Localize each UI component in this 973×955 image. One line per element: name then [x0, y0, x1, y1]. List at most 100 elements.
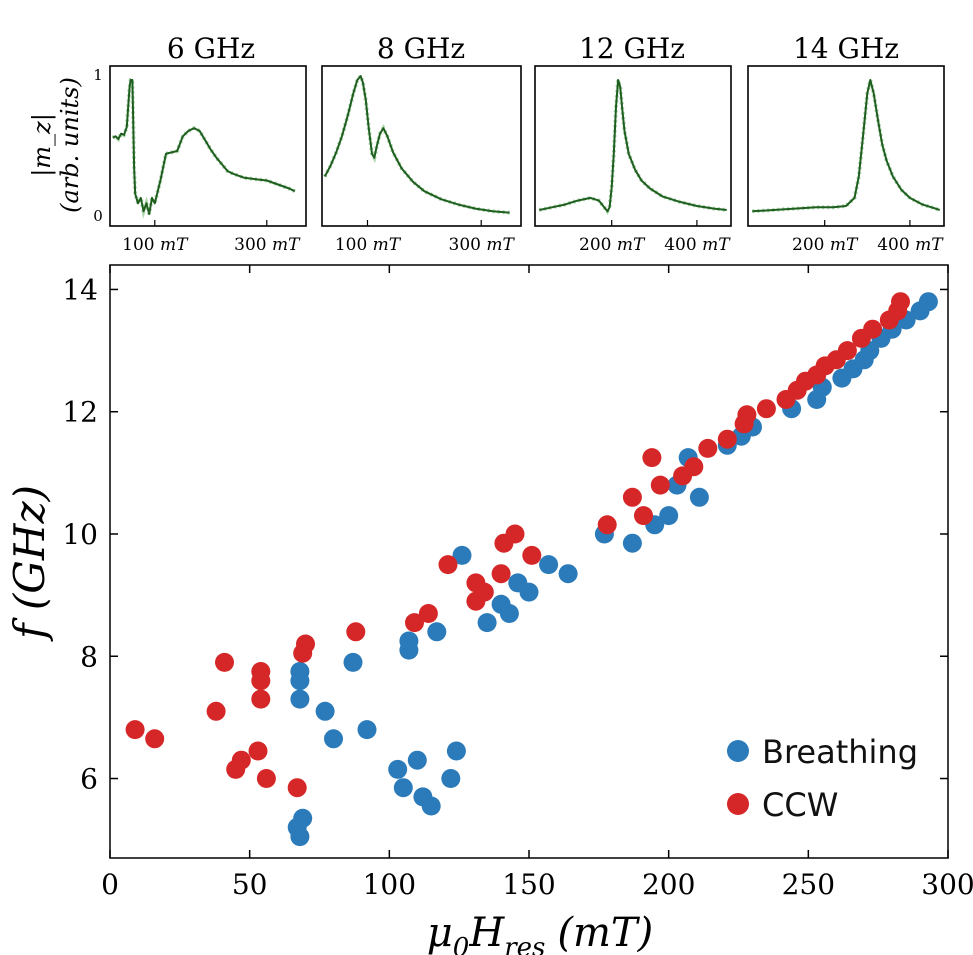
point-ccw	[125, 720, 145, 740]
legend-label-breathing: Breathing	[762, 733, 918, 771]
point-breathing	[421, 796, 441, 816]
inset-12ghz-title: 12 GHz	[579, 32, 685, 65]
inset-ylabel-units: (arb. units)	[56, 77, 84, 213]
main-xlabel: μ0Hres (mT)	[427, 910, 653, 955]
inset-frame	[747, 65, 945, 227]
point-ccw	[642, 448, 662, 468]
point-ccw	[756, 399, 776, 419]
inset-frame	[321, 65, 522, 227]
point-ccw	[248, 741, 268, 761]
point-breathing	[441, 769, 461, 788]
y-tick-label: 6	[80, 763, 98, 796]
x-tick-label: 200	[642, 868, 695, 901]
x-tick-label: 250	[782, 868, 835, 901]
point-breathing	[290, 689, 310, 709]
inset-panel-6ghz: 100 mT 300 mT	[109, 65, 307, 255]
point-ccw	[597, 515, 617, 535]
inset-14ghz-title: 14 GHz	[793, 32, 899, 65]
point-ccw	[251, 689, 271, 709]
x-tick-label: 100	[363, 868, 416, 901]
point-ccw	[405, 613, 424, 633]
inset-ytick-0: 0	[93, 207, 103, 225]
point-breathing	[499, 604, 519, 623]
point-breathing	[293, 808, 313, 828]
main-axis-ticks: 0 50 100 150 200 250 300 6 8 10 12 14	[62, 265, 973, 901]
point-breathing	[558, 564, 578, 584]
point-ccw	[650, 475, 670, 495]
inset-x-tick-label: 100 mT	[335, 235, 402, 255]
point-ccw	[837, 341, 857, 361]
point-breathing	[393, 778, 413, 798]
point-ccw	[863, 319, 883, 339]
inset-x-tick-label: 400 mT	[877, 235, 944, 255]
point-ccw	[346, 622, 366, 642]
y-tick-label: 10	[62, 518, 98, 551]
x-tick-label: 50	[232, 868, 268, 901]
point-ccw	[145, 729, 165, 749]
inset-panel-8ghz: 100 mT 300 mT	[321, 65, 522, 255]
point-breathing	[388, 759, 408, 779]
main-ylabel: f (GHz)	[5, 485, 54, 642]
point-ccw	[251, 662, 271, 681]
point-breathing	[446, 741, 466, 761]
point-breathing	[539, 555, 559, 575]
point-ccw	[698, 438, 718, 458]
point-breathing	[659, 506, 679, 526]
inset-x-tick-label: 200 mT	[792, 235, 859, 255]
point-ccw	[418, 604, 438, 623]
inset-fit-line	[752, 79, 941, 213]
inset-x-tick-label: 400 mT	[664, 235, 731, 255]
inset-x-tick-label: 200 mT	[579, 235, 646, 255]
point-ccw	[474, 582, 494, 602]
point-breathing	[918, 292, 938, 312]
inset-fit-line	[323, 75, 510, 214]
y-tick-label: 14	[62, 273, 98, 306]
point-breathing	[519, 582, 539, 602]
point-ccw	[505, 524, 525, 544]
point-breathing	[452, 545, 472, 565]
inset-x-tick-label: 300 mT	[449, 235, 516, 255]
legend: Breathing CCW	[727, 733, 918, 824]
point-ccw	[231, 750, 251, 770]
inset-ytick-1: 1	[93, 66, 103, 84]
legend-marker-ccw	[727, 793, 749, 815]
point-breathing	[407, 750, 427, 770]
inset-ylabel-mz: |m_z|	[28, 113, 57, 177]
point-ccw	[622, 487, 642, 507]
point-breathing	[290, 827, 310, 847]
point-breathing	[689, 487, 709, 507]
point-ccw	[891, 292, 910, 312]
x-tick-label: 150	[502, 868, 555, 901]
point-breathing	[357, 720, 377, 740]
point-breathing	[315, 701, 335, 721]
point-ccw	[634, 506, 653, 526]
inset-x-tick-label: 100 mT	[122, 235, 189, 255]
inset-panel-12ghz: 200 mT 400 mT	[534, 65, 732, 255]
inset-6ghz-title: 6 GHz	[167, 32, 255, 65]
point-ccw	[296, 634, 315, 654]
inset-x-tick-label: 300 mT	[234, 235, 301, 255]
y-tick-label: 12	[62, 396, 98, 429]
x-tick-label: 300	[921, 868, 973, 901]
point-breathing	[399, 631, 419, 651]
point-breathing	[343, 652, 363, 672]
inset-fit-line	[539, 79, 727, 213]
point-ccw	[287, 778, 307, 798]
point-breathing	[290, 662, 310, 681]
main-scatter-points	[125, 292, 938, 847]
point-breathing	[622, 533, 642, 553]
point-ccw	[717, 429, 737, 449]
point-breathing	[477, 613, 497, 633]
inset-frame	[534, 65, 732, 227]
point-ccw	[684, 457, 704, 477]
legend-marker-breathing	[727, 740, 749, 762]
point-ccw	[438, 555, 458, 575]
point-breathing	[324, 729, 343, 749]
y-tick-label: 8	[80, 640, 98, 673]
point-ccw	[206, 701, 226, 721]
point-ccw	[522, 545, 542, 565]
inset-panel-14ghz: 200 mT 400 mT	[747, 65, 945, 255]
point-ccw	[491, 564, 511, 584]
inset-fit-line	[112, 79, 296, 215]
